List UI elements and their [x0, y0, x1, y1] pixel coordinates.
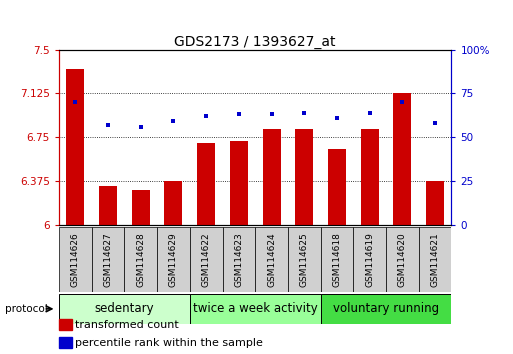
Point: [267, 112, 275, 117]
Text: GSM114620: GSM114620: [398, 232, 407, 287]
Point: [300, 110, 308, 115]
Point: [202, 113, 210, 119]
Point: [398, 99, 406, 105]
Bar: [59, 319, 71, 330]
Bar: [321, 294, 451, 324]
Bar: [66, 69, 84, 225]
Bar: [99, 186, 117, 225]
Bar: [92, 227, 125, 292]
Bar: [419, 227, 451, 292]
Text: percentile rank within the sample: percentile rank within the sample: [75, 338, 263, 348]
Text: GSM114622: GSM114622: [202, 232, 211, 287]
Bar: [197, 143, 215, 225]
Bar: [255, 227, 288, 292]
Point: [333, 115, 341, 121]
Point: [136, 124, 145, 130]
Bar: [59, 337, 71, 348]
Bar: [230, 141, 248, 225]
Point: [366, 110, 374, 115]
Text: GSM114629: GSM114629: [169, 232, 178, 287]
Bar: [190, 227, 223, 292]
Bar: [386, 227, 419, 292]
Bar: [165, 181, 183, 225]
Bar: [190, 294, 321, 324]
Bar: [321, 227, 353, 292]
Bar: [132, 190, 150, 225]
Text: GSM114625: GSM114625: [300, 232, 309, 287]
Point: [104, 122, 112, 128]
Bar: [353, 227, 386, 292]
Title: GDS2173 / 1393627_at: GDS2173 / 1393627_at: [174, 35, 336, 48]
Text: voluntary running: voluntary running: [333, 302, 439, 315]
Text: GSM114628: GSM114628: [136, 232, 145, 287]
Bar: [59, 294, 190, 324]
Bar: [328, 149, 346, 225]
Text: GSM114626: GSM114626: [71, 232, 80, 287]
Bar: [223, 227, 255, 292]
Point: [431, 120, 439, 126]
Bar: [295, 129, 313, 225]
Point: [235, 112, 243, 117]
Bar: [157, 227, 190, 292]
Bar: [59, 227, 92, 292]
Bar: [288, 227, 321, 292]
Text: transformed count: transformed count: [75, 320, 179, 330]
Text: GSM114621: GSM114621: [430, 232, 440, 287]
Text: GSM114627: GSM114627: [104, 232, 112, 287]
Text: twice a week activity: twice a week activity: [193, 302, 318, 315]
Text: GSM114623: GSM114623: [234, 232, 243, 287]
Bar: [361, 129, 379, 225]
Bar: [426, 181, 444, 225]
Bar: [124, 227, 157, 292]
Bar: [263, 129, 281, 225]
Text: GSM114618: GSM114618: [332, 232, 342, 287]
Point: [71, 99, 80, 105]
Bar: [393, 93, 411, 225]
Text: GSM114624: GSM114624: [267, 232, 276, 287]
Text: sedentary: sedentary: [94, 302, 154, 315]
Point: [169, 119, 177, 124]
Text: protocol: protocol: [5, 304, 48, 314]
Text: GSM114619: GSM114619: [365, 232, 374, 287]
